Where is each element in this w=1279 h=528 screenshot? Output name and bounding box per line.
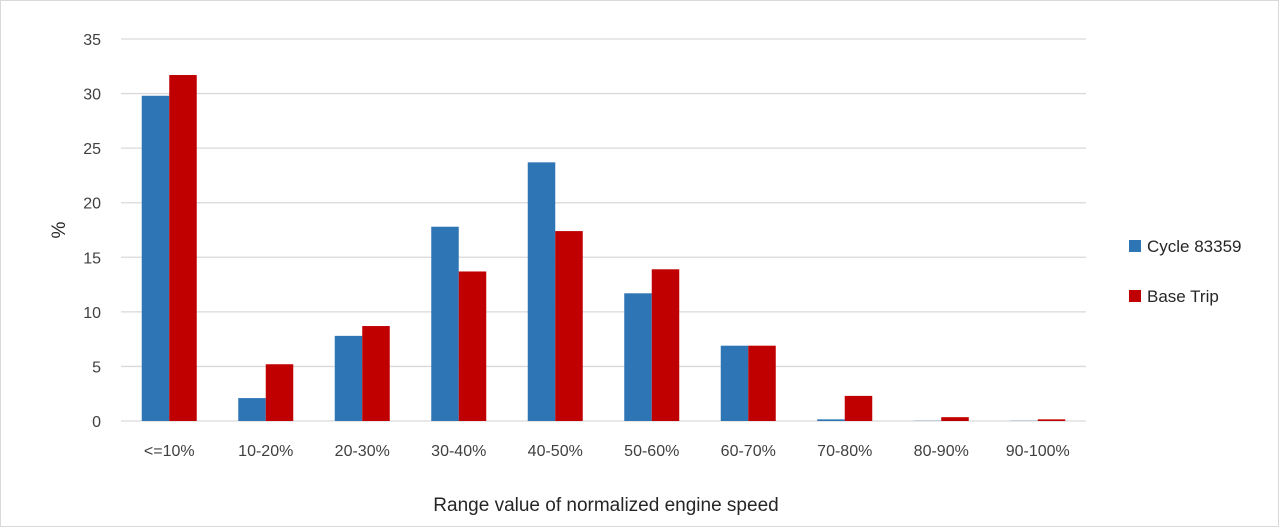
bar-base-trip [941, 417, 969, 421]
bar-cycle [335, 336, 363, 421]
legend-swatch [1129, 290, 1141, 302]
x-tick-label: 50-60% [624, 443, 679, 460]
bar-cycle [721, 346, 749, 421]
bar-base-trip [1038, 419, 1066, 421]
gridlines [121, 39, 1086, 421]
bar-base-trip [652, 269, 680, 421]
y-tick-label: 15 [83, 250, 101, 267]
bar-base-trip [555, 231, 583, 421]
y-tick-label: 30 [83, 87, 101, 104]
bar-base-trip [748, 346, 776, 421]
x-tick-label: 60-70% [721, 443, 776, 460]
bar-base-trip [362, 326, 390, 421]
bar-base-trip [845, 396, 873, 421]
y-tick-label: 5 [92, 359, 101, 376]
bar-cycle [238, 398, 266, 421]
bar-base-trip [459, 271, 487, 421]
legend: Cycle 83359 Base Trip [1129, 237, 1242, 306]
y-tick-label: 0 [92, 414, 101, 431]
x-tick-label: 80-90% [914, 443, 969, 460]
x-tick-labels: <=10% 10-20% 20-30% 30-40% 40-50% 50-60% 60-70… [144, 443, 1070, 460]
x-tick-label: 10-20% [238, 443, 293, 460]
y-tick-label: 20 [83, 196, 101, 213]
x-axis-title: Range value of normalized engine speed [433, 495, 778, 516]
bar-cycle [817, 419, 845, 421]
bar-cycle [142, 96, 170, 421]
legend-label: Cycle 83359 [1147, 237, 1242, 256]
y-tick-label: 25 [83, 141, 101, 158]
bar-base-trip [169, 75, 197, 421]
y-tick-labels: 0 5 10 15 20 25 30 35 [83, 32, 101, 431]
bars [142, 75, 1066, 421]
y-axis-title: % [49, 221, 70, 238]
x-tick-label: 40-50% [528, 443, 583, 460]
x-tick-label: <=10% [144, 443, 195, 460]
bar-cycle [431, 227, 459, 421]
legend-label: Base Trip [1147, 287, 1219, 306]
y-tick-label: 10 [83, 305, 101, 322]
legend-swatch [1129, 240, 1141, 252]
bar-base-trip [266, 364, 294, 421]
bar-cycle [624, 293, 652, 421]
x-tick-label: 90-100% [1006, 443, 1070, 460]
x-tick-label: 70-80% [817, 443, 872, 460]
x-tick-label: 20-30% [335, 443, 390, 460]
x-tick-label: 30-40% [431, 443, 486, 460]
bar-cycle [528, 162, 556, 421]
y-tick-label: 35 [83, 32, 101, 49]
